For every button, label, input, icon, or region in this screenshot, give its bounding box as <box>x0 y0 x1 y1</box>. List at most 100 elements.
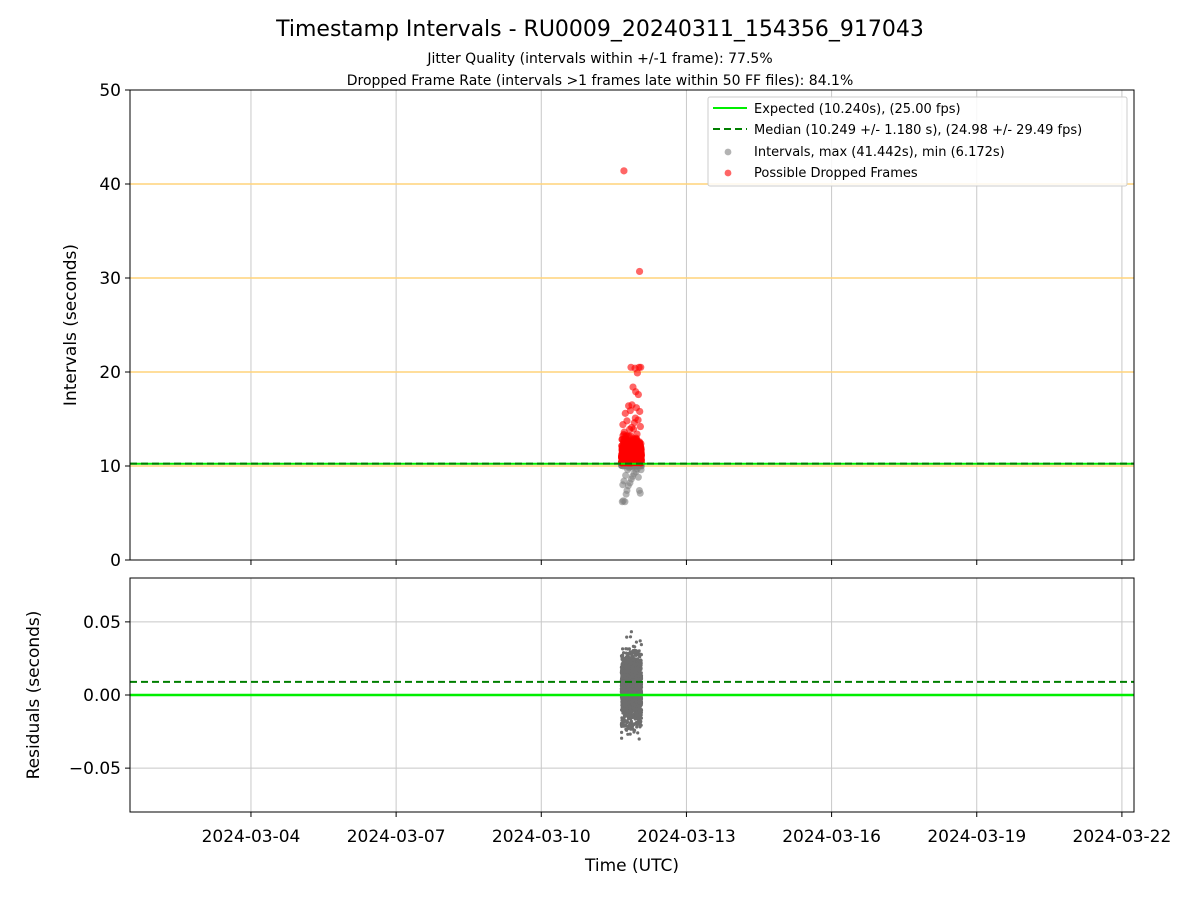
residual-point <box>620 671 624 675</box>
dropped-frame-point <box>618 447 627 455</box>
residual-point <box>637 737 641 741</box>
dropped-frame-point <box>624 444 632 452</box>
residual-point <box>625 655 629 660</box>
residual-point <box>637 710 641 714</box>
residual-point <box>638 639 642 643</box>
y-tick-label-intervals: 30 <box>99 269 121 289</box>
residual-point <box>627 669 631 673</box>
legend-interval-swatch <box>724 148 732 156</box>
residual-point <box>639 659 643 663</box>
residual-point <box>625 697 629 702</box>
residual-point <box>635 721 639 725</box>
dropped-frame-point <box>628 423 636 432</box>
legend-box <box>707 96 1128 187</box>
residual-point <box>636 662 640 666</box>
residual-point <box>628 662 632 666</box>
residual-point <box>628 687 633 692</box>
residual-point <box>639 661 643 665</box>
legend-dropped-label: Possible Dropped Frames <box>754 166 918 181</box>
dropped-frame-point <box>620 167 628 175</box>
residual-point <box>632 662 637 667</box>
residual-point <box>622 660 626 664</box>
residual-point <box>622 707 626 711</box>
x-tick-label: 2024-03-19 <box>927 827 1026 847</box>
plot-frame-intervals <box>129 89 1135 561</box>
residual-point <box>639 666 643 670</box>
intervals-panel: 0 10 20 30 40 50 Expected (10.240s), (25.00 fp… <box>99 81 1135 571</box>
dropped-frame-point <box>637 456 646 464</box>
residual-point <box>626 651 631 656</box>
residual-point <box>624 689 628 694</box>
legend-expected-label: Expected (10.240s), (25.00 fps) <box>754 102 961 117</box>
dropped-frame-point <box>623 456 631 464</box>
residual-point <box>624 663 628 668</box>
residual-point <box>631 673 635 677</box>
dropped-frame-point <box>625 432 633 440</box>
residual-point <box>637 687 641 691</box>
residual-point <box>638 725 642 729</box>
x-axis-label: Time (UTC) <box>584 856 679 876</box>
legend-dropped-swatch <box>724 169 732 177</box>
residual-point <box>626 710 630 714</box>
residual-point <box>626 674 631 678</box>
interval-point <box>621 498 629 506</box>
dropped-frame-point <box>635 267 644 276</box>
residual-point <box>637 719 641 723</box>
residual-point <box>627 717 631 721</box>
dropped-frame-point <box>635 451 643 459</box>
residual-point <box>637 649 641 653</box>
residual-point <box>628 714 632 718</box>
residual-point <box>621 673 625 678</box>
residual-point <box>624 728 629 732</box>
dropped-frame-point <box>623 417 631 425</box>
x-tick-label: 2024-03-13 <box>637 827 736 847</box>
dropped-frame-point <box>636 422 645 431</box>
residual-point <box>632 650 637 654</box>
residual-point <box>620 724 624 729</box>
residual-point <box>624 676 628 681</box>
dropped-frame-point <box>636 407 644 416</box>
chart-subtitle-dropped: Dropped Frame Rate (intervals >1 frames … <box>347 73 854 89</box>
residual-point <box>633 670 637 674</box>
residual-point <box>632 703 637 707</box>
residual-point <box>620 708 624 712</box>
residual-point <box>628 721 632 725</box>
dropped-frame-point <box>633 369 641 377</box>
residual-point <box>634 675 638 679</box>
y-tick-label-intervals: 40 <box>99 175 121 195</box>
residual-point <box>626 647 630 651</box>
residual-point <box>631 727 635 731</box>
x-tick-label: 2024-03-04 <box>202 827 301 847</box>
residual-point <box>633 645 637 649</box>
residual-point <box>621 654 625 658</box>
legend-interval-label: Intervals, max (41.442s), min (6.172s) <box>754 145 1005 160</box>
residual-point <box>621 664 626 668</box>
chart-subtitle-jitter: Jitter Quality (intervals within +/-1 fr… <box>426 51 772 67</box>
residual-point <box>635 725 639 729</box>
y-tick-label-intervals: 0 <box>110 551 121 571</box>
residual-point <box>638 722 642 726</box>
residual-point <box>629 684 633 688</box>
residual-point <box>620 730 624 735</box>
residual-point <box>631 665 635 669</box>
residual-point <box>634 653 638 658</box>
dropped-frame-point <box>633 430 641 438</box>
y-axis-label-residuals: Residuals (seconds) <box>24 611 44 780</box>
residual-point <box>622 651 626 655</box>
residual-point <box>629 630 634 634</box>
residuals-panel: −0.05 0.00 0.05 2024-03-04 2024-03-07 2024-03… <box>69 577 1171 847</box>
residual-point <box>634 677 638 682</box>
residual-point <box>628 732 632 736</box>
y-tick-label-residuals: 0.00 <box>83 686 121 706</box>
residual-point <box>628 706 632 710</box>
residual-point <box>630 655 634 659</box>
interval-point <box>620 477 628 485</box>
interval-point <box>622 471 630 479</box>
residual-point <box>635 695 639 700</box>
dropped-frame-point <box>630 455 638 464</box>
y-axis-label-intervals: Intervals (seconds) <box>61 244 81 406</box>
x-tick-label: 2024-03-10 <box>492 827 591 847</box>
y-tick-label-intervals: 50 <box>99 81 121 101</box>
